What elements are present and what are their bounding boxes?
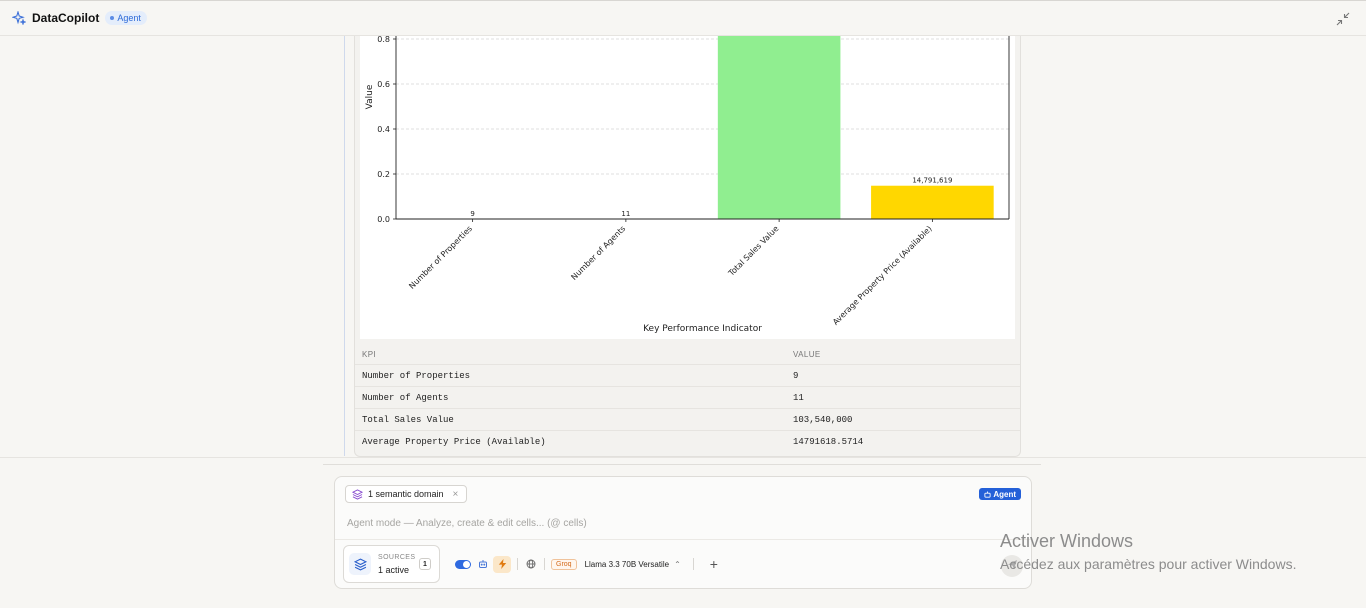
table-row: Average Property Price (Available) 14791… <box>355 431 1020 453</box>
table-row: Total Sales Value 103,540,000 <box>355 409 1020 431</box>
kpi-table: KPI VALUE Number of Properties 9 Number … <box>355 344 1020 453</box>
header-value: VALUE <box>793 349 821 359</box>
robot-icon <box>984 490 991 498</box>
bar <box>871 185 994 219</box>
agent-pill-label: Agent <box>993 489 1016 499</box>
sources-count: 1 active <box>378 564 410 575</box>
bar-value-label: 14,791,619 <box>912 177 952 185</box>
sources-label: SOURCES <box>378 553 416 561</box>
header-kpi: KPI <box>362 349 377 359</box>
y-tick-label: 0.4 <box>377 125 390 134</box>
divider <box>0 457 1366 458</box>
agent-badge: Agent <box>105 11 147 25</box>
app-title: DataCopilot <box>32 11 100 25</box>
cell-value: 14791618.5714 <box>793 437 864 447</box>
robot-icon[interactable] <box>476 557 490 571</box>
cell-kpi: Number of Properties <box>362 370 471 381</box>
watermark-title: Activer Windows <box>1000 531 1134 551</box>
chevron-updown-icon: ⌃ <box>674 559 681 569</box>
cell-value: 11 <box>793 392 804 403</box>
y-tick-label: 0.6 <box>377 80 390 89</box>
bar-value-label: 11 <box>621 210 630 218</box>
sources-button[interactable]: SOURCES 1 active 1 <box>343 545 440 583</box>
chart-svg: 0.0 0.2 0.4 0.6 0.8 9 Number of Properties 11 Nu… <box>365 36 1010 334</box>
cell-kpi: Number of Agents <box>362 392 449 403</box>
lightning-icon[interactable] <box>493 555 511 573</box>
y-axis-label: Value <box>365 84 375 109</box>
sources-num-badge: 1 <box>419 558 431 570</box>
cell-kpi: Average Property Price (Available) <box>362 437 546 447</box>
tool-separator <box>544 558 545 570</box>
tool-separator <box>692 558 694 570</box>
top-bar: DataCopilot Agent <box>0 0 1366 36</box>
composer-tools: Groq Llama 3.3 70B Versatile ⌃ + <box>455 555 718 573</box>
cell-value: 103,540,000 <box>793 414 853 425</box>
x-tick-label: Total Sales Value <box>726 224 781 279</box>
y-tick-label: 0.0 <box>377 215 390 224</box>
table-row: Number of Properties 9 <box>355 365 1020 387</box>
model-name: Llama 3.3 70B Versatile <box>584 559 670 569</box>
layers-icon <box>352 488 363 500</box>
composer-divider <box>335 539 1031 540</box>
divider <box>323 464 1041 465</box>
agent-mode-button[interactable]: Agent <box>979 488 1021 500</box>
thread-rule <box>344 36 345 456</box>
x-tick-label: Average Property Price (Available) <box>831 224 934 327</box>
model-provider-badge: Groq <box>551 558 577 570</box>
tool-separator <box>517 558 518 570</box>
sparkles-icon <box>12 11 26 25</box>
y-tick-label: 0.2 <box>377 170 390 179</box>
bar-value-label: 9 <box>470 210 474 218</box>
table-row: Number of Agents 11 <box>355 387 1020 409</box>
prompt-input[interactable] <box>347 514 967 532</box>
globe-icon[interactable] <box>524 557 538 571</box>
agent-badge-label: Agent <box>117 13 141 23</box>
x-tick-label: Number of Agents <box>569 224 627 282</box>
send-icon <box>1007 557 1018 575</box>
kpi-bar-chart: 0.0 0.2 0.4 0.6 0.8 9 Number of Properties 11 Nu… <box>360 36 1015 339</box>
x-tick-label: Number of Properties <box>407 224 474 291</box>
y-tick-label: 0.8 <box>377 36 390 44</box>
bar <box>717 36 841 219</box>
close-icon[interactable]: × <box>452 488 459 500</box>
semantic-domain-chip[interactable]: 1 semantic domain × <box>345 485 468 503</box>
composer: 1 semantic domain × Agent SOURCES 1 acti… <box>334 476 1032 589</box>
x-axis-label: Key Performance Indicator <box>643 324 762 334</box>
mode-toggle[interactable] <box>455 559 471 569</box>
windows-activation-watermark: Activer Windows Accédez aux paramètres p… <box>1000 531 1296 572</box>
collapse-icon[interactable] <box>1336 12 1350 26</box>
table-header: KPI VALUE <box>355 344 1020 365</box>
cell-kpi: Total Sales Value <box>362 414 454 425</box>
chip-label: 1 semantic domain <box>368 489 444 499</box>
model-selector[interactable]: Groq Llama 3.3 70B Versatile ⌃ <box>551 555 687 573</box>
send-button[interactable] <box>1001 555 1023 577</box>
watermark-subtitle: Accédez aux paramètres pour activer Wind… <box>1000 556 1297 572</box>
add-icon[interactable]: + <box>709 556 718 572</box>
layers-icon <box>349 553 371 575</box>
sources-text: SOURCES 1 active <box>378 554 415 575</box>
cell-value: 9 <box>793 370 799 381</box>
